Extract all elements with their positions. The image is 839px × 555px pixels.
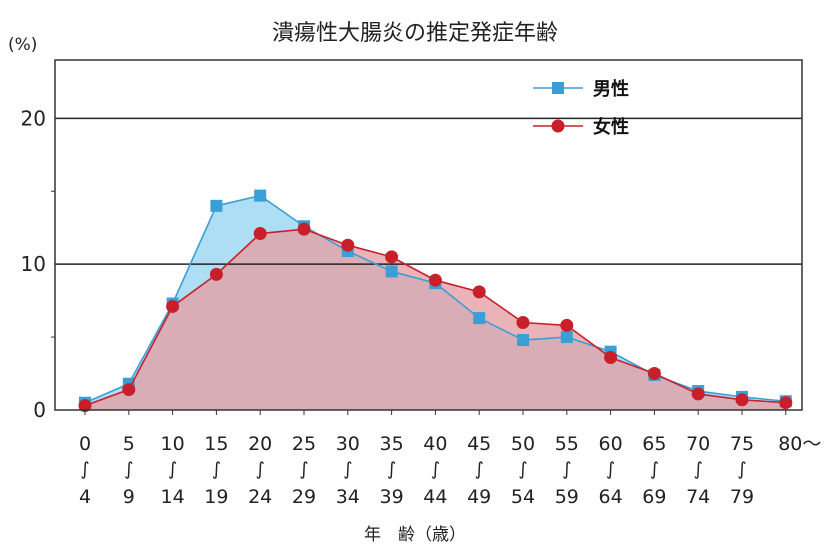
point-female [78,399,92,413]
x-tick-label: 74 [686,486,710,508]
x-tick-label: 35 [380,433,404,455]
x-tick-range-sign: ∫ [212,459,221,480]
x-tick-label: 34 [336,486,360,508]
x-tick-label: 30 [336,433,360,455]
x-tick-range-sign: ∫ [168,459,177,480]
x-tick-range-sign: ∫ [124,459,133,480]
point-female [735,393,749,407]
x-tick-label: 75 [730,433,754,455]
x-tick-range-sign: ∫ [387,459,396,480]
x-axis: 0∫45∫910∫1415∫1920∫2425∫2930∫3435∫3940∫4… [79,410,821,508]
x-tick-label: 25 [292,433,316,455]
x-tick-label: 44 [423,486,447,508]
x-tick-range-sign: ∫ [606,459,615,480]
legend-marker-square [552,82,564,94]
x-tick-label: 65 [642,433,666,455]
y-axis: 0 10 20 [21,106,55,422]
x-tick-range-sign: ∫ [256,459,265,480]
plot-frame [54,59,803,411]
point-female [560,318,574,332]
x-tick-label: 39 [380,486,404,508]
area-layer [85,195,786,410]
x-tick-label: 64 [599,486,623,508]
point-female [341,238,355,252]
x-tick-label: 80～ [778,433,821,455]
y-axis-unit: (%) [8,35,37,55]
x-tick-label: 9 [123,486,135,508]
point-female [647,367,661,381]
point-female [166,299,180,313]
x-tick-label: 29 [292,486,316,508]
x-tick-label: 0 [79,433,91,455]
x-tick-label: 45 [467,433,491,455]
x-tick-label: 19 [204,486,228,508]
point-female [691,387,705,401]
x-tick-range-sign: ∫ [475,459,484,480]
point-female [604,351,618,364]
x-tick-label: 40 [423,433,447,455]
y-tick-label: 10 [21,252,46,276]
point-female [472,285,486,299]
point-female [428,273,442,287]
x-tick-label: 50 [511,433,535,455]
point-female [209,267,223,281]
x-tick-range-sign: ∫ [299,459,308,480]
x-tick-label: 49 [467,486,491,508]
x-tick-label: 54 [511,486,535,508]
point-female [385,250,399,264]
x-tick-label: 10 [161,433,185,455]
x-tick-label: 24 [248,486,272,508]
point-female [516,316,530,329]
x-tick-label: 5 [123,433,135,455]
point-female [297,222,311,236]
x-tick-label: 15 [204,433,228,455]
point-male [385,265,398,278]
x-tick-label: 69 [642,486,666,508]
x-tick-label: 70 [686,433,710,455]
x-tick-range-sign: ∫ [562,459,571,480]
line-layer [78,189,793,413]
x-tick-range-sign: ∫ [80,459,89,480]
x-tick-range-sign: ∫ [431,459,440,480]
x-tick-label: 60 [599,433,623,455]
x-tick-label: 20 [248,433,272,455]
x-tick-label: 4 [79,486,91,508]
x-tick-label: 59 [555,486,579,508]
x-tick-range-sign: ∫ [343,459,352,480]
x-tick-range-sign: ∫ [650,459,659,480]
point-female [779,396,793,410]
y-tick-label: 20 [21,106,46,130]
point-male [473,312,486,325]
legend-marker-circle [551,119,565,133]
legend-label: 男性 [593,78,629,100]
point-male [210,199,223,212]
point-male [517,334,529,346]
x-tick-range-sign: ∫ [737,459,746,480]
point-male [254,189,267,202]
point-female [253,227,267,241]
x-tick-label: 55 [555,433,579,455]
point-male [560,331,573,344]
x-tick-range-sign: ∫ [518,459,527,480]
point-female [122,383,136,397]
chart-title: 潰瘍性大腸炎の推定発症年齢 [272,21,558,46]
legend-label: 女性 [593,116,629,138]
x-tick-label: 79 [730,486,754,508]
x-tick-label: 14 [161,486,185,508]
area-female [85,229,786,410]
x-axis-label: 年 齢（歳） [364,525,466,545]
y-tick-label: 0 [33,398,46,422]
grid-layer [55,117,802,265]
x-tick-range-sign: ∫ [694,459,703,480]
